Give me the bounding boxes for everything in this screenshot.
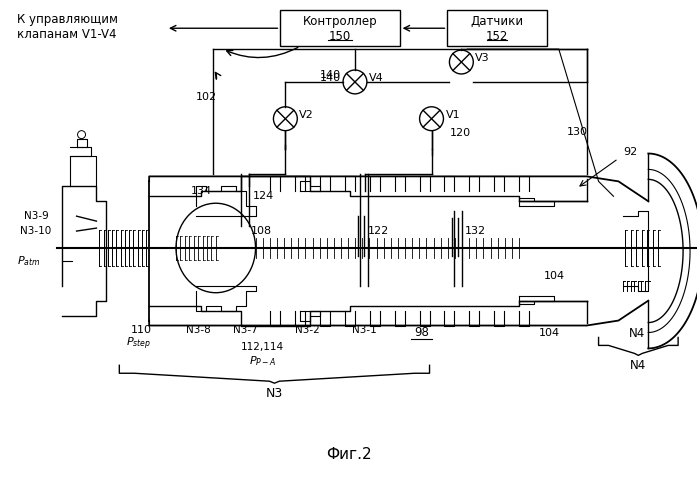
Text: 108: 108 — [250, 226, 272, 236]
Text: N3-8: N3-8 — [186, 326, 210, 335]
Text: Датчики: Датчики — [470, 15, 524, 28]
Text: N4: N4 — [628, 327, 644, 340]
Text: N3-9: N3-9 — [24, 211, 49, 221]
Text: 140: 140 — [320, 73, 341, 83]
Text: 150: 150 — [329, 30, 351, 43]
Text: V3: V3 — [475, 53, 490, 63]
Text: 122: 122 — [368, 226, 389, 236]
Text: $P_{P-A}$: $P_{P-A}$ — [249, 354, 276, 368]
Text: 98: 98 — [415, 326, 429, 339]
Bar — [280, 10, 400, 46]
Text: 132: 132 — [464, 226, 486, 236]
Text: $P_{atm}$: $P_{atm}$ — [17, 254, 41, 268]
Text: 124: 124 — [252, 191, 274, 201]
Text: N3-7: N3-7 — [233, 326, 257, 335]
Text: N4: N4 — [630, 359, 647, 372]
Text: V4: V4 — [369, 73, 384, 83]
Text: N3-10: N3-10 — [20, 226, 51, 236]
Text: 152: 152 — [486, 30, 508, 43]
Text: 120: 120 — [449, 128, 470, 138]
Text: 104: 104 — [539, 329, 560, 338]
Text: 102: 102 — [196, 92, 217, 102]
Text: V1: V1 — [445, 110, 460, 120]
Text: 92: 92 — [624, 146, 637, 156]
Text: 134: 134 — [191, 186, 212, 196]
Text: Фиг.2: Фиг.2 — [326, 447, 372, 462]
Text: $P_{step}$: $P_{step}$ — [127, 335, 152, 352]
Text: N3: N3 — [266, 387, 283, 399]
Text: V2: V2 — [299, 110, 314, 120]
Text: 110: 110 — [131, 326, 152, 335]
Text: N3-1: N3-1 — [352, 326, 377, 335]
Text: 130: 130 — [567, 127, 588, 137]
Text: 140: 140 — [320, 70, 341, 80]
Text: 104: 104 — [544, 271, 565, 281]
Text: N3-2: N3-2 — [295, 326, 320, 335]
Text: Контроллер: Контроллер — [303, 15, 377, 28]
Bar — [447, 10, 547, 46]
Text: К управляющим
клапанам V1-V4: К управляющим клапанам V1-V4 — [17, 13, 118, 41]
Text: 112,114: 112,114 — [240, 343, 284, 352]
